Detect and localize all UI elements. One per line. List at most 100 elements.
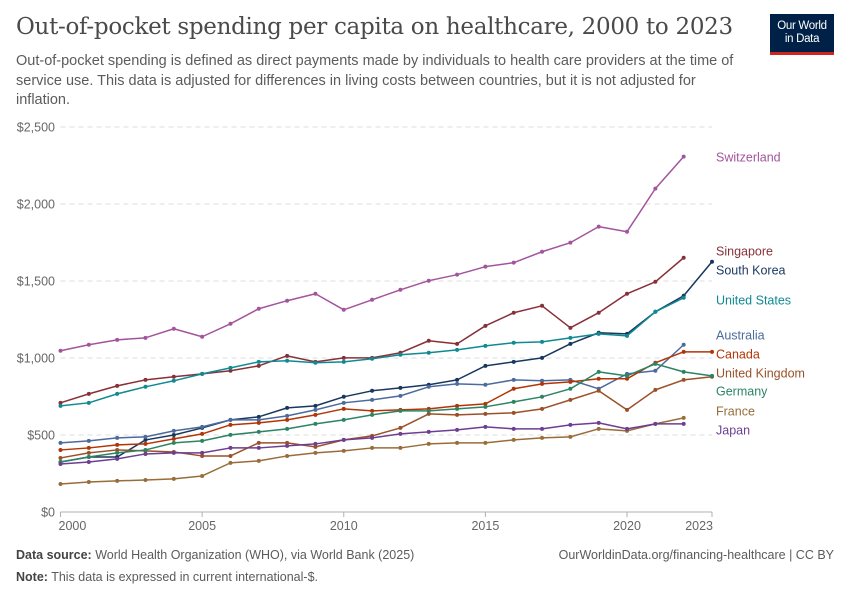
data-point[interactable] [568,422,573,427]
data-point[interactable] [596,376,601,381]
data-point[interactable] [511,410,516,415]
data-point[interactable] [455,272,460,277]
data-point[interactable] [86,479,91,484]
data-point[interactable] [58,455,63,460]
data-point[interactable] [370,356,375,361]
data-point[interactable] [568,386,573,391]
data-point[interactable] [710,373,714,378]
data-point[interactable] [398,352,403,357]
data-point[interactable] [426,338,431,343]
data-point[interactable] [285,453,290,458]
data-point[interactable] [171,450,176,455]
data-point[interactable] [256,440,261,445]
data-point[interactable] [455,341,460,346]
data-point[interactable] [370,435,375,440]
data-point[interactable] [58,481,63,486]
data-point[interactable] [313,291,318,296]
data-point[interactable] [540,426,545,431]
data-point[interactable] [426,408,431,413]
data-point[interactable] [681,369,686,374]
data-point[interactable] [341,394,346,399]
data-point[interactable] [455,440,460,445]
data-point[interactable] [115,391,120,396]
series-south-korea[interactable] [58,259,715,464]
data-point[interactable] [398,445,403,450]
data-point[interactable] [426,441,431,446]
data-point[interactable] [200,431,205,436]
data-point[interactable] [256,359,261,364]
data-point[interactable] [398,393,403,398]
data-point[interactable] [256,429,261,434]
data-point[interactable] [511,260,516,265]
data-point[interactable] [58,440,63,445]
data-point[interactable] [681,421,686,426]
data-point[interactable] [681,295,686,300]
data-point[interactable] [681,349,686,354]
data-point[interactable] [285,358,290,363]
data-point[interactable] [426,429,431,434]
data-point[interactable] [681,342,686,347]
data-point[interactable] [313,407,318,412]
data-point[interactable] [228,445,233,450]
data-point[interactable] [86,342,91,347]
data-point[interactable] [86,455,91,460]
data-point[interactable] [256,417,261,422]
data-point[interactable] [568,341,573,346]
data-point[interactable] [483,401,488,406]
data-point[interactable] [370,397,375,402]
data-point[interactable] [285,298,290,303]
data-point[interactable] [540,355,545,360]
data-point[interactable] [511,386,516,391]
data-point[interactable] [483,440,488,445]
series-line[interactable] [60,156,685,352]
data-point[interactable] [171,433,176,437]
data-point[interactable] [596,224,601,229]
data-point[interactable] [653,387,658,392]
data-point[interactable] [681,377,686,382]
data-point[interactable] [58,348,63,353]
data-point[interactable] [341,406,346,411]
data-point[interactable] [313,403,318,408]
data-point[interactable] [256,445,261,450]
data-point[interactable] [540,378,545,383]
data-point[interactable] [86,450,91,455]
data-point[interactable] [58,403,63,408]
data-point[interactable] [115,447,120,452]
series-singapore[interactable] [58,255,686,405]
data-point[interactable] [681,415,686,420]
data-point[interactable] [568,379,573,384]
data-point[interactable] [256,306,261,311]
data-point[interactable] [256,458,261,463]
data-point[interactable] [596,388,601,393]
data-point[interactable] [256,420,261,425]
data-point[interactable] [398,408,403,413]
data-point[interactable] [426,278,431,283]
data-point[interactable] [370,408,375,413]
data-point[interactable] [398,425,403,430]
data-point[interactable] [483,424,488,429]
data-point[interactable] [341,359,346,364]
data-point[interactable] [653,368,658,373]
data-point[interactable] [483,264,488,269]
data-point[interactable] [455,412,460,417]
data-point[interactable] [625,229,630,234]
data-point[interactable] [370,445,375,450]
data-point[interactable] [455,427,460,432]
series-line[interactable] [60,422,684,465]
series-germany[interactable] [58,361,715,464]
data-point[interactable] [171,440,176,445]
data-point[interactable] [256,363,261,368]
data-point[interactable] [171,428,176,433]
data-point[interactable] [86,445,91,450]
data-point[interactable] [256,414,261,419]
data-point[interactable] [511,399,516,404]
data-point[interactable] [483,404,488,409]
data-point[interactable] [86,400,91,405]
data-point[interactable] [341,307,346,312]
data-point[interactable] [115,435,120,440]
data-point[interactable] [171,326,176,331]
data-point[interactable] [200,453,205,458]
data-point[interactable] [228,321,233,326]
data-point[interactable] [398,385,403,390]
data-point[interactable] [313,441,318,446]
